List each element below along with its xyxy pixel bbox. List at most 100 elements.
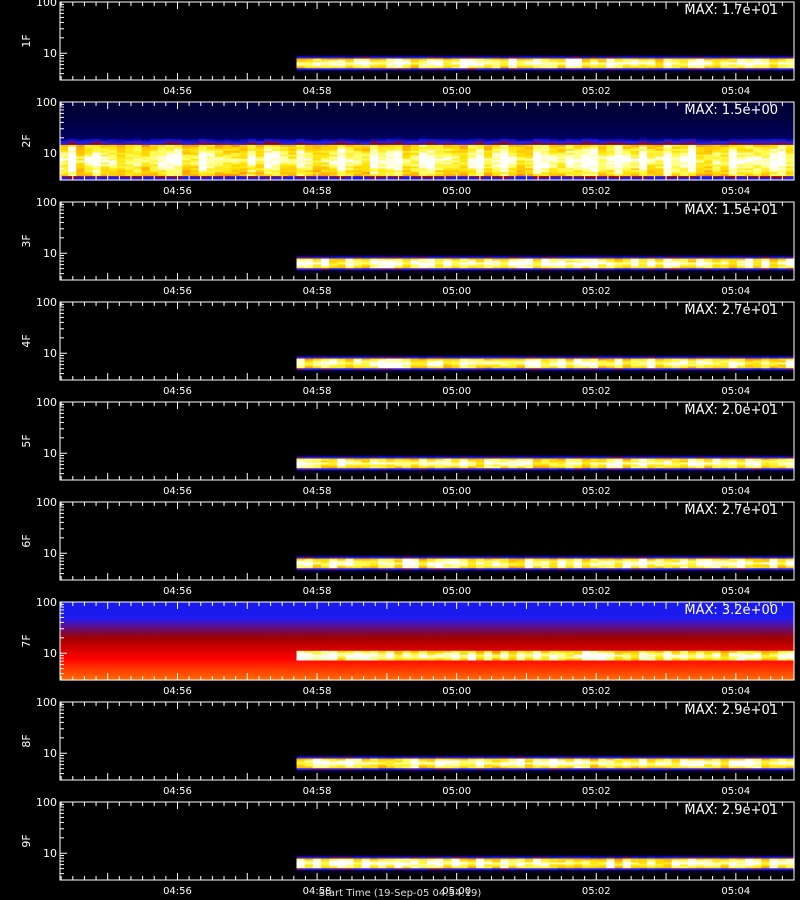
heatmap-cell — [549, 254, 559, 258]
heatmap-cell — [92, 156, 102, 160]
heatmap-cell — [557, 131, 567, 134]
heatmap-cell — [761, 254, 771, 258]
heatmap-cell — [288, 113, 298, 117]
heatmap-cell — [761, 174, 771, 177]
heatmap-cell — [418, 58, 428, 62]
heatmap-cell — [475, 58, 485, 62]
heatmap-cell — [573, 178, 583, 181]
heatmap-cell — [288, 172, 298, 175]
heatmap-cell — [255, 158, 265, 162]
heatmap-cell — [198, 123, 208, 126]
heatmap-cell — [467, 131, 477, 134]
heatmap-cell — [712, 158, 722, 162]
heatmap-cell — [263, 107, 273, 111]
heatmap-cell — [157, 111, 167, 115]
heatmap-cell — [378, 58, 387, 62]
heatmap-cell — [337, 162, 347, 165]
heatmap-cell — [418, 133, 428, 136]
heatmap-cell — [671, 119, 681, 123]
heatmap-cell — [484, 142, 493, 146]
heatmap-cell — [320, 56, 330, 60]
heatmap-cell — [174, 174, 183, 177]
heatmap-cell — [427, 176, 436, 179]
heatmap-cell — [614, 162, 624, 165]
heatmap-cell — [475, 56, 485, 60]
heatmap-cell — [84, 152, 94, 156]
heatmap-cell — [712, 150, 722, 154]
heatmap-cell — [565, 166, 575, 169]
heatmap-cell — [418, 107, 428, 111]
heatmap-cell — [231, 160, 241, 164]
heatmap-cell — [581, 148, 591, 152]
heatmap-cell — [108, 127, 118, 130]
heatmap-cell — [329, 103, 338, 107]
heatmap-cell — [386, 125, 395, 128]
heatmap-cell — [598, 111, 608, 115]
heatmap-cell — [329, 150, 338, 154]
heatmap-cell — [745, 133, 754, 136]
heatmap-cell — [239, 170, 249, 173]
heatmap-cell — [329, 127, 338, 130]
heatmap-cell — [598, 270, 608, 273]
heatmap-cell — [590, 109, 599, 113]
heatmap-cell — [133, 121, 143, 125]
heatmap-cell — [443, 121, 453, 125]
heatmap-cell — [231, 137, 241, 140]
heatmap-cell — [410, 107, 420, 111]
heatmap-cell — [117, 111, 126, 115]
heatmap-cell — [329, 146, 338, 150]
heatmap-cell — [247, 178, 257, 181]
heatmap-cell — [68, 125, 77, 128]
heatmap-cell — [394, 105, 404, 109]
heatmap-cell — [84, 102, 94, 105]
heatmap-cell — [386, 144, 395, 148]
heatmap-cell — [76, 160, 86, 164]
heatmap-cell — [459, 172, 469, 175]
heatmap-cell — [410, 123, 420, 126]
heatmap-cell — [141, 148, 151, 152]
heatmap-cell — [647, 260, 656, 264]
heatmap-cell — [296, 137, 306, 140]
heatmap-cell — [418, 150, 428, 154]
heatmap-cell — [769, 54, 779, 58]
heatmap-cell — [84, 156, 94, 160]
heatmap-cell — [753, 117, 762, 121]
heatmap-cell — [475, 158, 485, 162]
heatmap-cell — [533, 127, 542, 130]
heatmap-cell — [753, 109, 762, 113]
heatmap-cell — [190, 135, 200, 138]
heatmap-cell — [386, 68, 395, 71]
heatmap-cell — [369, 178, 379, 181]
heatmap-cell — [369, 150, 379, 154]
heatmap-cell — [467, 123, 477, 126]
heatmap-cell — [206, 154, 216, 158]
heatmap-cell — [378, 135, 387, 138]
heatmap-cell — [223, 107, 232, 111]
heatmap-cell — [214, 178, 224, 181]
heatmap-cell — [728, 129, 738, 132]
heatmap-cell — [108, 107, 118, 111]
heatmap-cell — [337, 109, 347, 113]
heatmap-cell — [386, 268, 395, 271]
heatmap-cell — [622, 266, 632, 269]
heatmap-cell — [728, 137, 738, 140]
heatmap-cell — [320, 107, 330, 111]
heatmap-cell — [166, 176, 175, 179]
heatmap-cell — [320, 264, 330, 267]
heatmap-cell — [84, 170, 94, 173]
heatmap-cell — [369, 135, 379, 138]
heatmap-cell — [467, 172, 477, 175]
heatmap-cell — [630, 162, 640, 165]
heatmap-cell — [492, 102, 501, 105]
heatmap-cell — [720, 264, 730, 267]
heatmap-cells — [296, 54, 795, 73]
heatmap-cell — [182, 105, 192, 109]
heatmap-cell — [687, 142, 697, 146]
heatmap-cell — [320, 119, 330, 123]
heatmap-cell — [84, 174, 94, 177]
heatmap-cell — [353, 258, 363, 262]
heatmap-cell — [459, 162, 469, 165]
heatmap-cell — [484, 102, 493, 105]
heatmap-cell — [663, 256, 673, 260]
heatmap-cell — [92, 119, 102, 123]
